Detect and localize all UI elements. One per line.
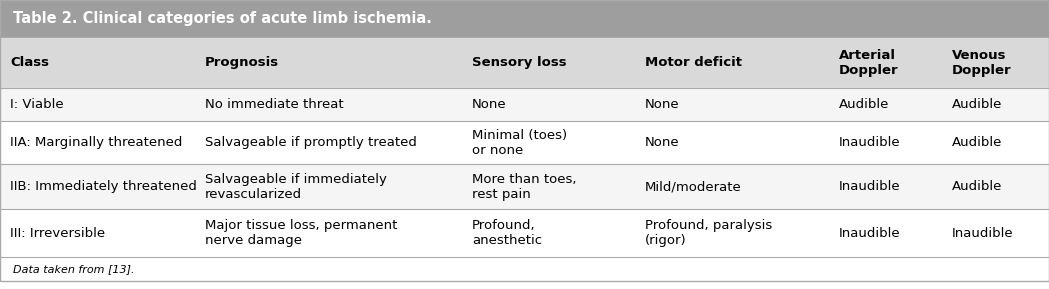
Text: Inaudible: Inaudible: [839, 180, 901, 193]
Text: III: Irreversible: III: Irreversible: [10, 227, 106, 240]
Text: Motor deficit: Motor deficit: [645, 56, 742, 69]
Text: More than toes,
rest pain: More than toes, rest pain: [472, 173, 577, 201]
Text: No immediate threat: No immediate threat: [205, 98, 343, 111]
Bar: [0, 38, 1049, 88]
Text: IIA: Marginally threatened: IIA: Marginally threatened: [10, 136, 183, 149]
Bar: [0, 0, 1049, 38]
Text: Venous
Doppler: Venous Doppler: [951, 49, 1011, 77]
Bar: [0, 209, 1049, 257]
Text: I: Viable: I: Viable: [10, 98, 64, 111]
Bar: [0, 164, 1049, 209]
Bar: [0, 257, 1049, 281]
Text: Arterial
Doppler: Arterial Doppler: [839, 49, 899, 77]
Text: Audible: Audible: [951, 180, 1002, 193]
Text: Minimal (toes)
or none: Minimal (toes) or none: [472, 129, 568, 157]
Text: Profound, paralysis
(rigor): Profound, paralysis (rigor): [645, 219, 772, 247]
Text: Class: Class: [10, 56, 49, 69]
Text: Mild/moderate: Mild/moderate: [645, 180, 742, 193]
Text: Salvageable if promptly treated: Salvageable if promptly treated: [205, 136, 416, 149]
Bar: [0, 88, 1049, 121]
Text: Table 2. Clinical categories of acute limb ischemia.: Table 2. Clinical categories of acute li…: [13, 11, 431, 26]
Text: Inaudible: Inaudible: [839, 227, 901, 240]
Text: Audible: Audible: [951, 98, 1002, 111]
Text: IIB: Immediately threatened: IIB: Immediately threatened: [10, 180, 197, 193]
Text: Profound,
anesthetic: Profound, anesthetic: [472, 219, 542, 247]
Text: Major tissue loss, permanent
nerve damage: Major tissue loss, permanent nerve damag…: [205, 219, 397, 247]
Text: Salvageable if immediately
revascularized: Salvageable if immediately revascularize…: [205, 173, 386, 201]
Text: None: None: [645, 98, 680, 111]
Text: Data taken from [13].: Data taken from [13].: [13, 264, 134, 274]
Bar: [0, 121, 1049, 164]
Text: Prognosis: Prognosis: [205, 56, 279, 69]
Text: None: None: [472, 98, 507, 111]
Text: None: None: [645, 136, 680, 149]
Text: Audible: Audible: [951, 136, 1002, 149]
Text: Sensory loss: Sensory loss: [472, 56, 566, 69]
Text: Inaudible: Inaudible: [839, 136, 901, 149]
Text: Audible: Audible: [839, 98, 890, 111]
Text: Inaudible: Inaudible: [951, 227, 1013, 240]
